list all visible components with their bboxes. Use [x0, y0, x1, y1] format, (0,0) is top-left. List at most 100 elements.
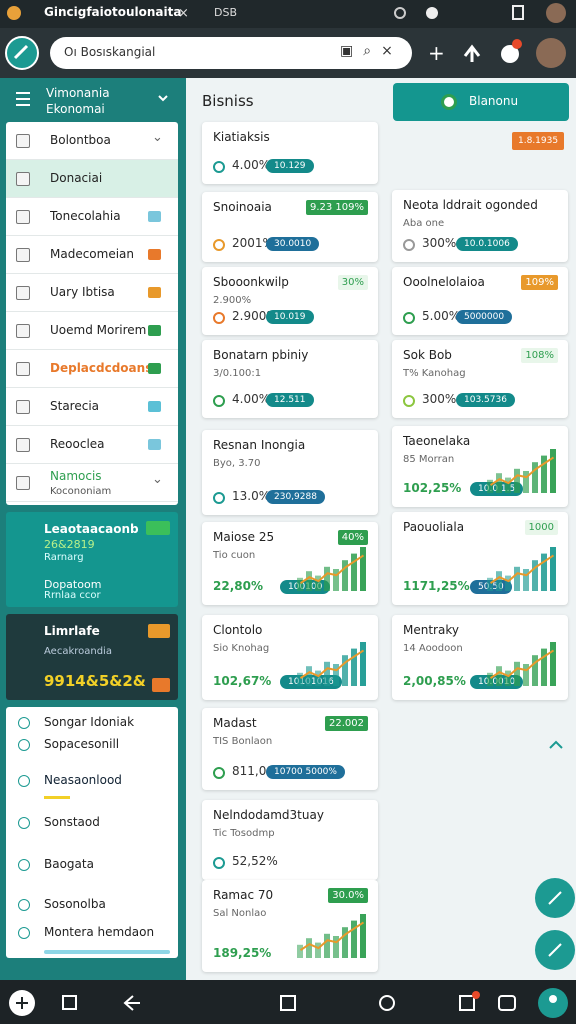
menu-item[interactable]: Bolontboa ⌄ [6, 122, 178, 160]
promo-line: Dopatoom [44, 578, 102, 591]
menu-item[interactable]: Namocis Kocononiam ⌄ [6, 464, 178, 502]
card-title: Kiatiaksis [213, 130, 270, 144]
sidebar-title: Vimonania [46, 86, 110, 100]
card-note: 85 Morran [403, 454, 455, 465]
link[interactable]: Songar Idoniak [44, 715, 135, 729]
menu-badge [148, 249, 161, 260]
metric-card: Nelndodamd3tuay Tic Tosodmp 52,52% [202, 800, 378, 880]
card-percent: 5.00% [422, 309, 461, 323]
card-percent: 22,80% [213, 579, 263, 593]
promo-title: Leaotaacaonb [44, 522, 139, 536]
link-icon [18, 927, 30, 939]
menu-icon [16, 286, 30, 300]
card-percent: 102,67% [213, 674, 272, 688]
primary-button[interactable]: Blanonu [393, 83, 569, 121]
link[interactable]: Sonstaod [44, 815, 100, 829]
link[interactable]: Sosonolba [44, 897, 106, 911]
menu-label: Tonecolahia [50, 209, 121, 223]
card-note: Sio Knohag [213, 643, 270, 654]
tab-title[interactable]: Gincigfaiotoulonaita [44, 5, 182, 19]
stats-value: 9914&5&2& [44, 672, 146, 690]
search-text[interactable]: Oı Bosıskangial [64, 45, 156, 59]
menu-item[interactable]: Uoemd Morirem [6, 312, 178, 350]
card-pill: 5000000 [456, 310, 513, 324]
metric-card: Maiose 25 40% Tio cuon 22,80% 100100 [202, 522, 378, 605]
link[interactable]: Sopacesonill [44, 737, 120, 751]
card-pill: 10.0.1006 [456, 237, 518, 251]
metric-card: Sbooonkwilp 30% 2.900% 2.900% 10.019 [202, 267, 378, 335]
card-badge: 30.0% [328, 888, 368, 903]
card-pill: 12.511 [266, 393, 314, 407]
promo-line: Rrnlaa ccor [44, 590, 101, 601]
card-title: Madast [213, 716, 257, 730]
card-badge: 40% [337, 530, 368, 545]
card-title: Nelndodamd3tuay [213, 808, 324, 822]
card-note: 2.900% [213, 295, 252, 306]
promo-card: Leaotaacaonb 26&2819 Rarnarg Dopatoom Rrnlaa… [6, 512, 178, 607]
card-percent: 300% [422, 236, 457, 250]
promo-badge [146, 521, 170, 535]
card-percent: 2,00,85% [403, 674, 466, 688]
search-field[interactable]: Oı Bosıskangial ▣⌕× [50, 37, 412, 69]
card-icon [213, 312, 225, 324]
sidebar-subtitle: Ekonomai [46, 102, 105, 116]
menu-item[interactable]: Starecia [6, 388, 178, 426]
link-bar [44, 796, 70, 799]
card-title: Taeonelaka [403, 434, 471, 448]
card-percent: 102,25% [403, 481, 462, 495]
card-note: T% Kanohag [403, 368, 466, 379]
top-bar [0, 0, 576, 28]
card-icon [213, 395, 225, 407]
menu-sublabel: Kocononiam [50, 486, 112, 497]
card-badge: 109% [521, 275, 558, 290]
menu-label: Madecomeian [50, 247, 135, 261]
menu-item[interactable]: Madecomeian [6, 236, 178, 274]
card-note: 14 Aoodoon [403, 643, 463, 654]
menu-item[interactable]: Reooclea [6, 426, 178, 464]
card-note: 3/0.100:1 [213, 368, 262, 379]
menu-icon [16, 172, 30, 186]
link-icon [18, 817, 30, 829]
menu-label: Namocis [50, 469, 102, 483]
card-badge: 9.23 109% [305, 200, 368, 215]
card-note: Byo, 3.70 [213, 458, 261, 469]
metric-card: Madast 22.002 TIS Bonlaon 811,09% 10700 5000… [202, 708, 378, 790]
card-pill: 103.5736 [456, 393, 515, 407]
sparkline [487, 449, 556, 493]
card-title: Neota lddrait ogonded [403, 198, 538, 212]
menu-item[interactable]: Deplacdcdoans [6, 350, 178, 388]
card-title: Mentraky [403, 623, 459, 637]
links-card: Songar Idoniak Sopacesonill Neasaonlood Son… [6, 707, 178, 958]
link-icon [18, 899, 30, 911]
menu-label: Starecia [50, 399, 100, 413]
card-note: Tio cuon [213, 550, 256, 561]
card-percent: 1171,25% [403, 579, 470, 593]
card-badge: 22.002 [325, 716, 368, 731]
card-badge: 30% [337, 275, 368, 290]
menu-item[interactable]: Tonecolahia [6, 198, 178, 236]
button-label[interactable]: Blanonu [469, 94, 519, 108]
main-title: Bisniss [202, 92, 254, 110]
menu-label: Uary Ibtisa [50, 285, 115, 299]
sparkline [487, 642, 556, 686]
card-note: Sal Nonlao [213, 908, 267, 919]
card-pill: 30.0010 [266, 237, 320, 251]
card-icon [213, 161, 225, 173]
stats-badge [152, 678, 170, 692]
sparkline [297, 642, 366, 686]
link[interactable]: Neasaonlood [44, 773, 122, 787]
card-title: Clontolo [213, 623, 263, 637]
menu-item[interactable]: Uary Ibtisa [6, 274, 178, 312]
link-icon [18, 717, 30, 729]
card-title: Snoinoaia [213, 200, 272, 214]
link[interactable]: Baogata [44, 857, 94, 871]
stats-badge [148, 624, 170, 638]
menu-icon [16, 134, 30, 148]
card-icon [213, 857, 225, 869]
menu-item[interactable]: Donaciai [6, 160, 178, 198]
card-percent: 300% [422, 392, 457, 406]
link[interactable]: Montera hemdaon [44, 925, 155, 939]
card-title: Sok Bob [403, 348, 452, 362]
